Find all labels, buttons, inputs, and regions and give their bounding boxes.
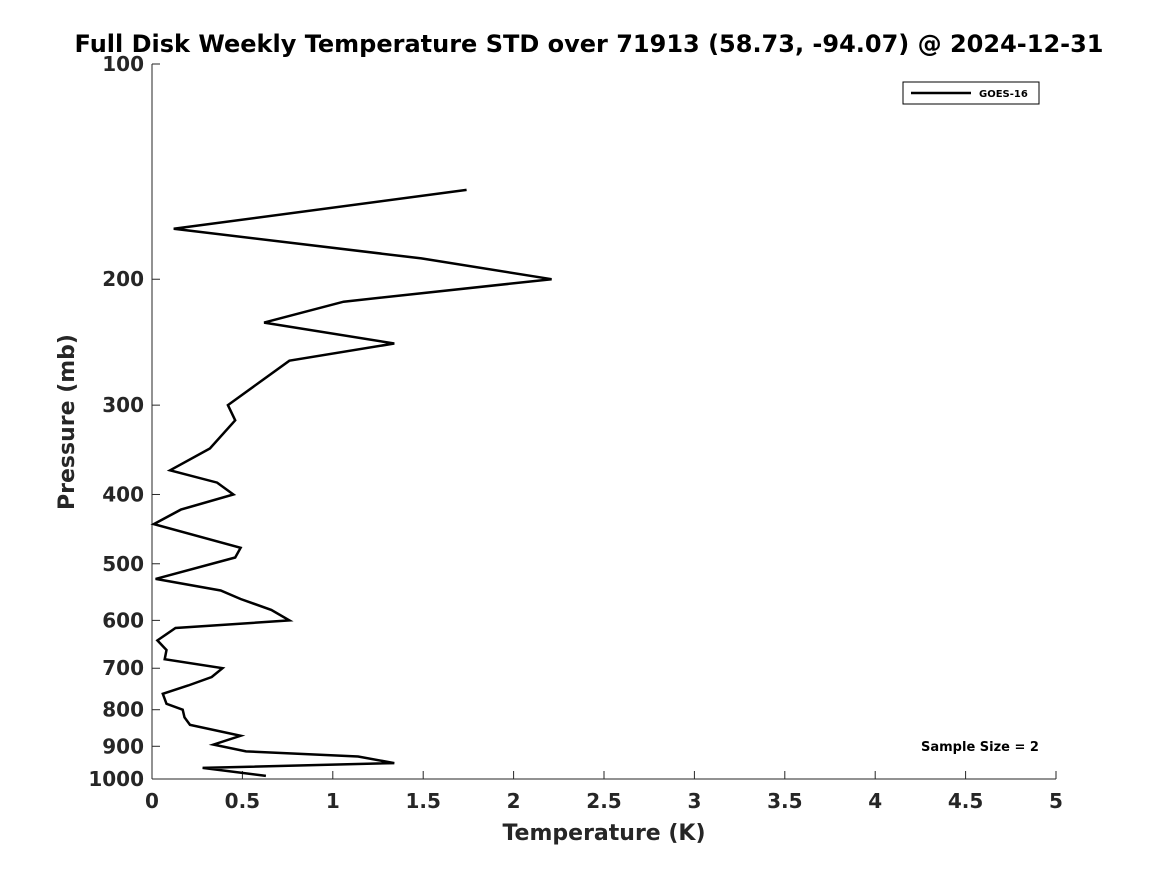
y-tick-label: 400	[102, 482, 144, 506]
x-tick-label: 1.5	[405, 789, 440, 813]
y-tick-label: 900	[102, 734, 144, 758]
y-tick-label: 600	[102, 608, 144, 632]
y-axis-label: Pressure (mb)	[55, 334, 80, 510]
chart-title: Full Disk Weekly Temperature STD over 71…	[75, 30, 1104, 58]
series-line-goes-16	[150, 188, 552, 778]
y-tick-label: 500	[102, 552, 144, 576]
legend: GOES-16	[902, 81, 1040, 105]
x-tick-label: 0	[145, 789, 159, 813]
y-tick-label: 1000	[88, 767, 144, 791]
x-tick-label: 0.5	[225, 789, 260, 813]
series-layer	[150, 188, 552, 778]
x-tick-label: 2.5	[586, 789, 621, 813]
y-tick-label: 100	[102, 52, 144, 76]
y-tick-label: 300	[102, 393, 144, 417]
legend-label-goes-16: GOES-16	[979, 89, 1028, 100]
x-tick-label: 3.5	[767, 789, 802, 813]
x-axis-ticks: 0 0.5 1 1.5 2 2.5 3 3.5 4 4.5 5	[145, 771, 1063, 813]
y-axis-ticks: 100 200 300 400 500 600 700 800 900 1000	[88, 52, 160, 791]
x-tick-label: 1	[326, 789, 340, 813]
x-tick-label: 5	[1049, 789, 1063, 813]
x-tick-label: 4	[868, 789, 882, 813]
plot-area	[151, 64, 1056, 780]
x-tick-label: 4.5	[948, 789, 983, 813]
y-tick-label: 800	[102, 698, 144, 722]
x-axis-label: Temperature (K)	[502, 821, 705, 846]
x-tick-label: 2	[507, 789, 521, 813]
y-tick-label: 200	[102, 267, 144, 291]
sample-size-annotation: Sample Size = 2	[921, 740, 1039, 755]
y-tick-label: 700	[102, 656, 144, 680]
x-tick-label: 3	[687, 789, 701, 813]
